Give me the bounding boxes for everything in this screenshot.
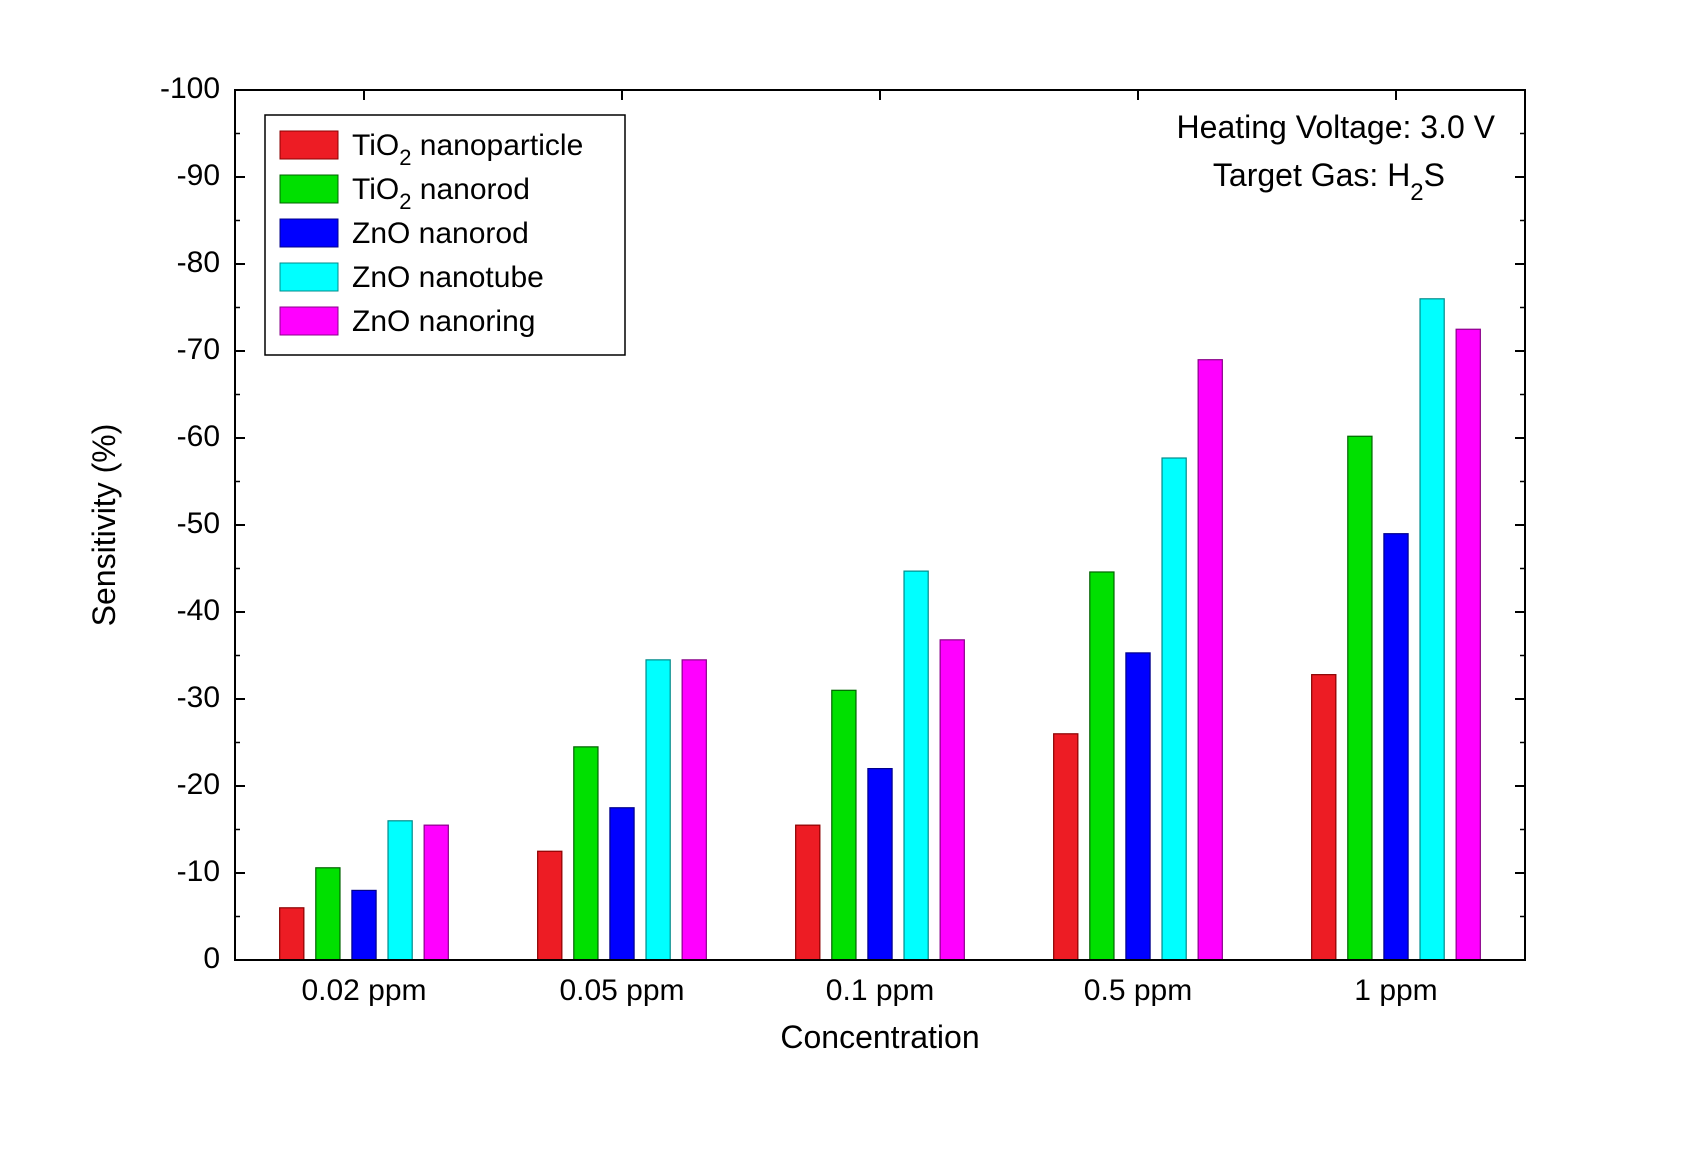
y-tick-label: -30 [177, 681, 220, 714]
bar [424, 825, 448, 960]
legend-label: ZnO nanorod [352, 217, 529, 250]
bar [904, 571, 928, 960]
bar [388, 821, 412, 960]
bar [610, 808, 634, 960]
bar [1090, 572, 1114, 960]
bar [1198, 360, 1222, 960]
bar [352, 890, 376, 960]
annotation-heating-voltage: Heating Voltage: 3.0 V [1177, 109, 1496, 145]
x-tick-label: 0.05 ppm [559, 974, 684, 1007]
bar [1054, 734, 1078, 960]
y-tick-label: -50 [177, 507, 220, 540]
legend-swatch [280, 131, 338, 159]
chart-container: 0 -10 -20 -30 -40 -50 -60 -70 -80 -90 -100 Sensitiv… [0, 0, 1689, 1175]
x-tick-label: 0.02 ppm [301, 974, 426, 1007]
x-tick-label: 1 ppm [1354, 974, 1437, 1007]
legend-swatch [280, 263, 338, 291]
bar [1384, 534, 1408, 960]
y-tick-label: -20 [177, 768, 220, 801]
y-axis-label: Sensitivity (%) [86, 424, 122, 627]
bar [832, 690, 856, 960]
y-tick-label: 0 [203, 942, 220, 975]
legend-label: ZnO nanoring [352, 305, 535, 338]
legend-swatch [280, 175, 338, 203]
bar [646, 660, 670, 960]
y-tick-label: -70 [177, 333, 220, 366]
bar [538, 851, 562, 960]
y-tick-label: -10 [177, 855, 220, 888]
x-axis-label: Concentration [780, 1019, 979, 1055]
bar [280, 908, 304, 960]
bar [868, 769, 892, 960]
legend-label: ZnO nanotube [352, 261, 544, 294]
legend-swatch [280, 307, 338, 335]
y-tick-label: -60 [177, 420, 220, 453]
bar [682, 660, 706, 960]
bar [796, 825, 820, 960]
y-tick-label: -80 [177, 246, 220, 279]
x-tick-label: 0.5 ppm [1084, 974, 1192, 1007]
bar [1162, 458, 1186, 960]
bar [574, 747, 598, 960]
y-tick-label: -90 [177, 159, 220, 192]
bar [1420, 299, 1444, 960]
bar [1126, 653, 1150, 960]
y-tick-label: -100 [160, 72, 220, 105]
bar [1456, 329, 1480, 960]
legend-swatch [280, 219, 338, 247]
x-tick-label: 0.1 ppm [826, 974, 934, 1007]
bar [1348, 436, 1372, 960]
chart-svg: 0 -10 -20 -30 -40 -50 -60 -70 -80 -90 -100 Sensitiv… [0, 0, 1689, 1175]
bar [316, 868, 340, 960]
bar [1312, 675, 1336, 960]
bar [940, 640, 964, 960]
y-tick-label: -40 [177, 594, 220, 627]
